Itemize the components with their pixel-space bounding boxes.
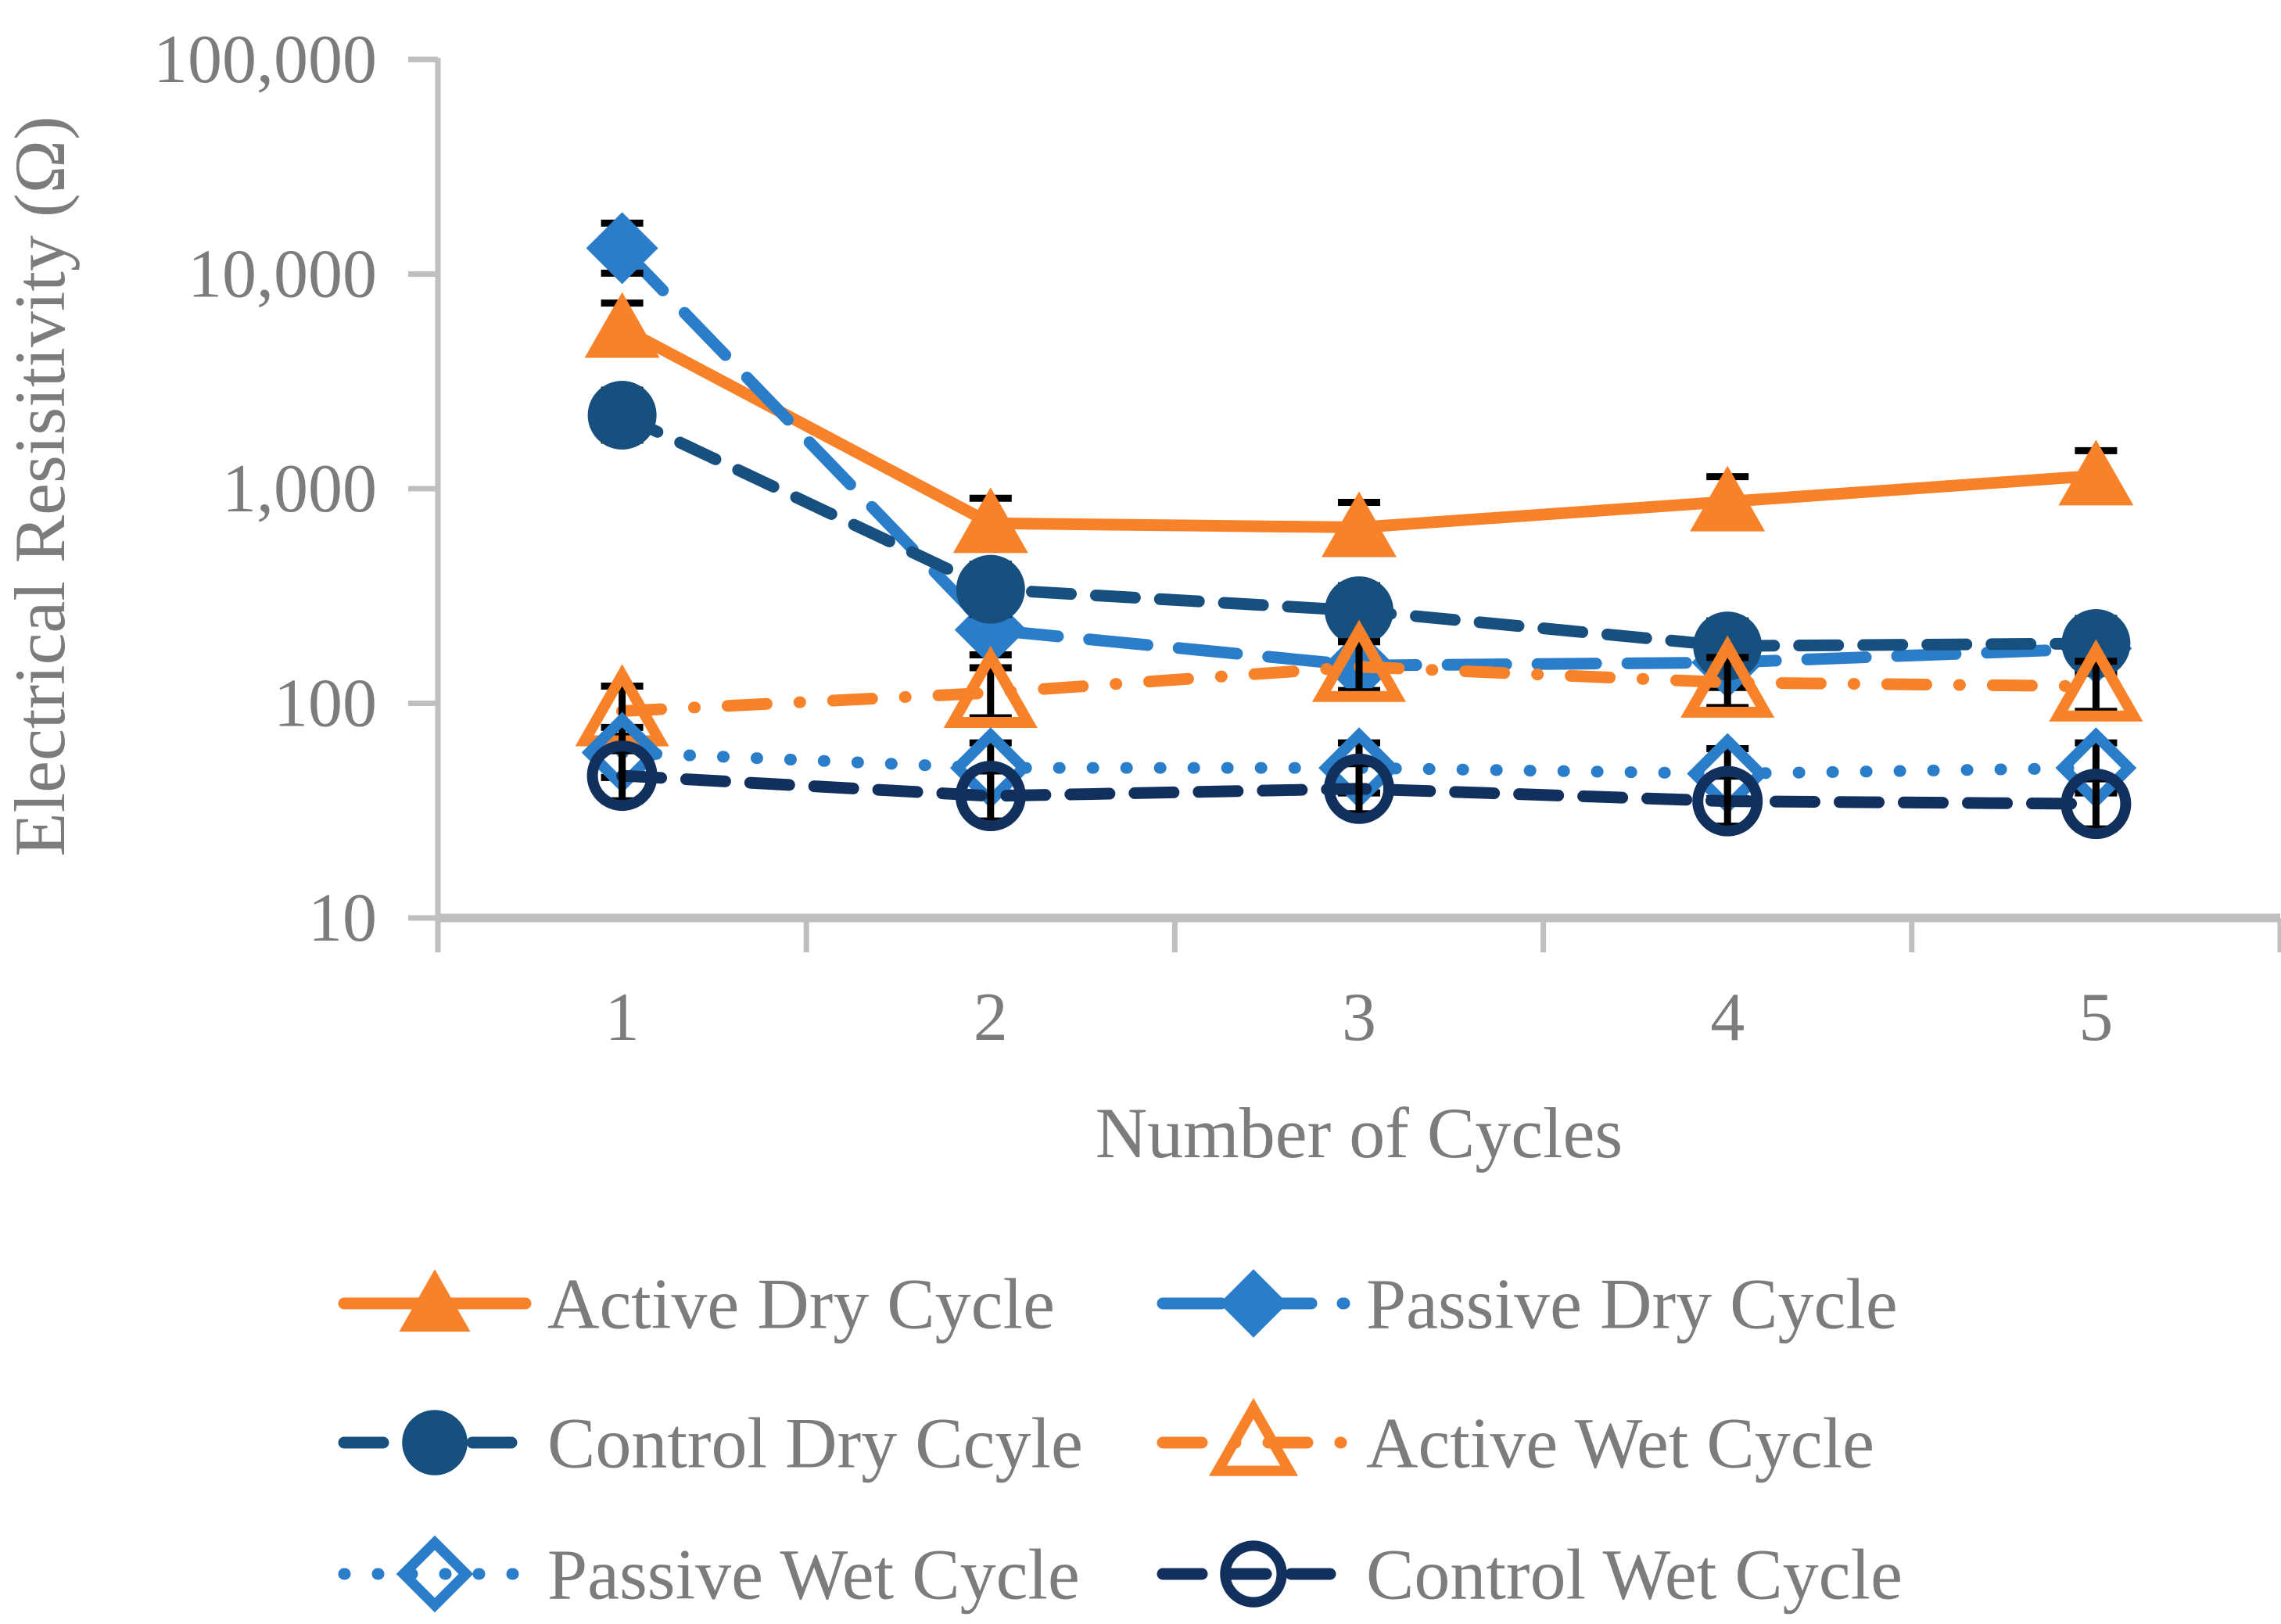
y-axis-ticks <box>408 56 438 921</box>
diamond-marker <box>396 1535 474 1613</box>
triangle-marker <box>952 487 1028 554</box>
x-tick-label: 3 <box>1342 980 1376 1056</box>
x-axis-ticks <box>435 918 2281 952</box>
circle-marker <box>1325 576 1393 646</box>
y-tick-label: 1,000 <box>222 451 377 527</box>
circle-marker <box>1324 753 1394 824</box>
x-tick-label: 2 <box>974 980 1008 1056</box>
triangle-marker <box>1690 465 1766 532</box>
x-tick-label: 1 <box>605 980 640 1056</box>
x-tick-label: 4 <box>1710 980 1745 1056</box>
legend-item-passive-wet-cycle: Passive Wet Cycle <box>338 1534 1080 1614</box>
series-control-wet-cycle <box>586 740 2132 840</box>
legend-item-passive-dry-cycle: Passive Dry Cycle <box>1157 1264 1898 1343</box>
series-layer <box>575 212 2143 840</box>
legend-item-active-wet-cycle: Active Wet Cycle <box>1157 1397 1874 1482</box>
circle-marker <box>955 761 1026 832</box>
triangle-marker <box>399 1269 471 1332</box>
legend-label: Active Dry Cycle <box>547 1264 1055 1343</box>
triangle-marker <box>943 645 1038 728</box>
y-tick-label: 100,000 <box>153 22 377 98</box>
triangle-marker <box>1311 619 1407 702</box>
legend-label: Active Wet Cycle <box>1366 1403 1874 1482</box>
triangle-marker <box>584 292 660 358</box>
legend-item-control-wet-cycle: Control Wet Cycle <box>1157 1534 1903 1614</box>
y-axis-tick-labels: 100,000 10,000 1,000 100 10 <box>153 22 377 956</box>
circle-marker <box>586 740 658 812</box>
legend-item-control-dry-ccyle: Control Dry Ccyle <box>338 1403 1083 1482</box>
circle-marker <box>2060 769 2132 840</box>
circle-marker <box>1692 765 1763 837</box>
legend-item-active-dry-cycle: Active Dry Cycle <box>338 1264 1055 1343</box>
y-tick-label: 10 <box>308 880 377 956</box>
legend-label: Passive Wet Cycle <box>547 1534 1080 1614</box>
x-axis-tick-labels: 1 2 3 4 5 <box>605 980 2114 1056</box>
legend-label: Passive Dry Cycle <box>1366 1264 1898 1343</box>
circle-marker <box>1220 1540 1287 1608</box>
circle-marker <box>587 381 657 450</box>
triangle-marker <box>1208 1397 1299 1476</box>
x-tick-label: 5 <box>2078 980 2113 1056</box>
y-tick-label: 100 <box>274 666 377 742</box>
diamond-marker <box>1219 1269 1288 1338</box>
y-axis-title: Electrical Resisitivity (Ω) <box>0 116 80 856</box>
y-axis: 100,000 10,000 1,000 100 10 <box>153 22 441 956</box>
triangle-marker <box>2049 639 2143 722</box>
legend-label: Control Wet Cycle <box>1366 1534 1903 1614</box>
legend: Active Dry Cycle Passive Dry Cycle Control… <box>338 1264 1903 1614</box>
triangle-marker <box>1680 635 1775 718</box>
triangle-marker <box>1322 491 1397 557</box>
x-axis-title: Number of Cycles <box>1096 1093 1623 1173</box>
series-active-dry-cycle <box>584 292 2134 557</box>
legend-label: Control Dry Ccyle <box>547 1403 1083 1482</box>
circle-marker <box>956 554 1025 624</box>
triangle-marker <box>2058 439 2134 506</box>
diamond-marker <box>586 212 658 285</box>
circle-marker <box>402 1410 468 1475</box>
y-tick-label: 10,000 <box>188 237 377 313</box>
x-axis: 1 2 3 4 5 <box>435 913 2281 1056</box>
